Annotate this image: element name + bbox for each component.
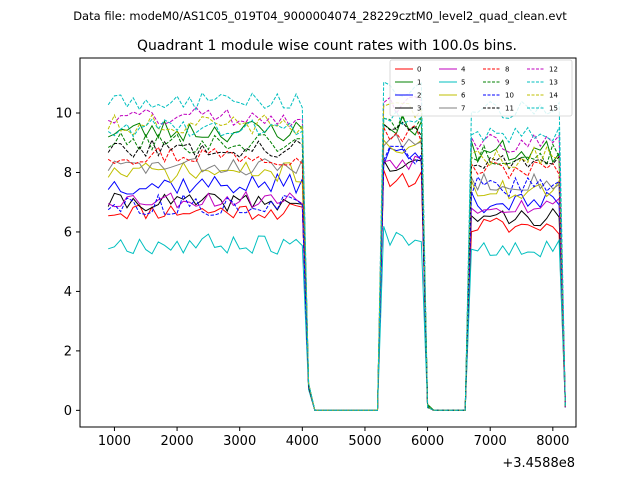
series-line-12: [108, 96, 566, 411]
legend-label-8: 8: [505, 66, 509, 74]
x-tick-label: 3000: [223, 434, 256, 449]
x-tick-label: 5000: [348, 434, 381, 449]
legend-label-9: 9: [505, 79, 509, 87]
legend-label-4: 4: [461, 66, 466, 74]
legend-label-13: 13: [549, 79, 558, 87]
y-tick-label: 2: [64, 344, 72, 359]
x-tick-label: 1000: [98, 434, 131, 449]
x-tick-label: 8000: [536, 434, 569, 449]
y-tick-label: 6: [64, 225, 72, 240]
series-line-14: [107, 102, 566, 411]
series-line-2: [107, 147, 566, 411]
legend-label-12: 12: [549, 66, 558, 74]
y-tick-label: 8: [64, 166, 72, 181]
legend-label-15: 15: [549, 105, 558, 113]
y-tick-label: 10: [55, 107, 72, 122]
series-line-8: [107, 124, 566, 411]
x-offset-label: +3.4588e8: [502, 456, 575, 471]
legend-box: [389, 59, 573, 117]
y-tick-label: 0: [64, 404, 72, 419]
legend-label-2: 2: [417, 92, 421, 100]
series-line-15: [107, 110, 566, 411]
legend-label-11: 11: [505, 105, 514, 113]
legend-label-5: 5: [461, 79, 465, 87]
series-line-3: [107, 158, 566, 411]
legend-label-0: 0: [417, 66, 421, 74]
y-tick-label: 4: [64, 285, 72, 300]
legend-label-6: 6: [461, 92, 466, 100]
x-tick-label: 6000: [411, 434, 444, 449]
series-line-5: [108, 226, 566, 411]
chart-title: Quadrant 1 module wise count rates with …: [137, 38, 517, 54]
x-tick-label: 4000: [286, 434, 319, 449]
series-line-9: [107, 113, 566, 411]
legend-label-1: 1: [417, 79, 421, 87]
suptitle: Data file: modeM0/AS1C05_019T04_90000040…: [73, 9, 567, 23]
plot-frame: [79, 57, 577, 428]
legend-label-7: 7: [461, 105, 465, 113]
legend-label-3: 3: [417, 105, 421, 113]
x-tick-label: 2000: [161, 434, 194, 449]
plot-lines: [107, 81, 566, 411]
series-line-6: [107, 138, 566, 411]
series-line-10: [107, 145, 566, 411]
legend-label-14: 14: [549, 92, 558, 100]
series-line-4: [107, 155, 566, 411]
x-tick-label: 7000: [474, 434, 507, 449]
legend-label-10: 10: [505, 92, 514, 100]
